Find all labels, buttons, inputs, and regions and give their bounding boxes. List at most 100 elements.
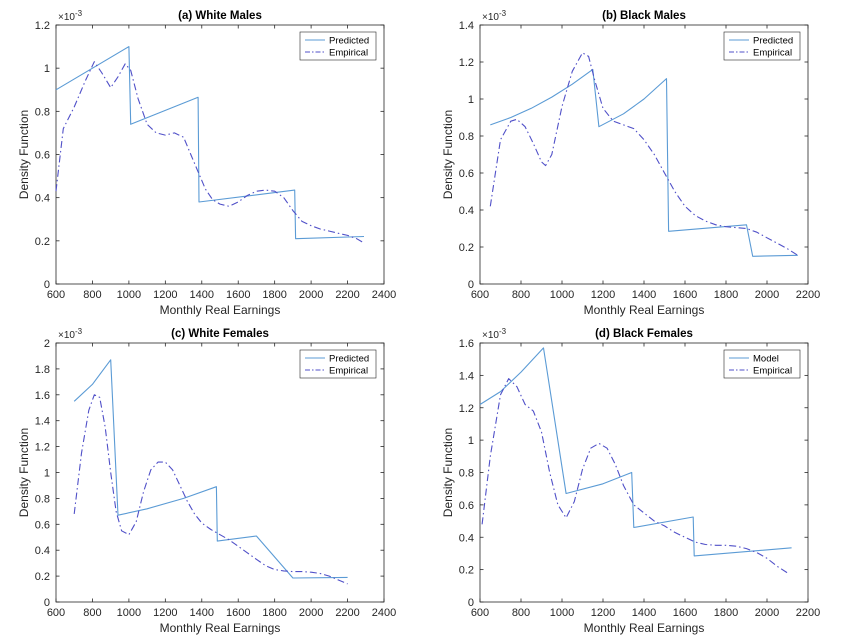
y-tick-label: 1.4 bbox=[459, 370, 474, 382]
x-tick-label: 800 bbox=[512, 607, 530, 619]
y-tick-label: 0.2 bbox=[35, 236, 50, 248]
y-tick-label: 1 bbox=[44, 468, 50, 480]
y-tick-label: 0.2 bbox=[35, 571, 50, 583]
legend-label: Empirical bbox=[329, 366, 368, 377]
y-tick-label: 1.2 bbox=[35, 20, 50, 32]
series-line-empirical bbox=[55, 61, 365, 244]
legend-label: Empirical bbox=[753, 48, 792, 59]
y-tick-label: 1.2 bbox=[35, 442, 50, 454]
x-tick-label: 2000 bbox=[299, 289, 323, 301]
y-tick-label: 1.8 bbox=[35, 364, 50, 376]
y-axis-label: Density Function bbox=[17, 110, 31, 199]
y-tick-label: 1 bbox=[44, 63, 50, 75]
y-exponent-power: -3 bbox=[499, 327, 507, 336]
y-exponent-base: ×10 bbox=[482, 12, 499, 23]
chart-title: (a) White Males bbox=[178, 10, 262, 22]
x-tick-label: 800 bbox=[83, 289, 101, 301]
y-axis-label: Density Function bbox=[441, 110, 455, 199]
x-tick-label: 800 bbox=[512, 289, 530, 301]
y-exponent-base: ×10 bbox=[482, 330, 499, 341]
x-tick-label: 2000 bbox=[755, 607, 779, 619]
y-tick-label: 1.6 bbox=[35, 390, 50, 402]
x-tick-label: 1200 bbox=[591, 289, 615, 301]
plot-area bbox=[55, 24, 385, 285]
y-tick-label: 1 bbox=[468, 94, 474, 106]
x-tick-label: 1800 bbox=[714, 607, 738, 619]
legend-label: Empirical bbox=[753, 366, 792, 377]
plot-area bbox=[479, 342, 809, 603]
y-tick-label: 0.4 bbox=[35, 193, 50, 205]
legend-box bbox=[723, 349, 801, 379]
x-axis-label: Monthly Real Earnings bbox=[584, 303, 705, 317]
x-axis-label: Monthly Real Earnings bbox=[584, 621, 705, 635]
y-tick-label: 1.2 bbox=[459, 403, 474, 415]
legend-label: Predicted bbox=[753, 36, 793, 47]
y-tick-label: 0.8 bbox=[35, 493, 50, 505]
y-tick-label: 1 bbox=[468, 435, 474, 447]
x-tick-label: 1000 bbox=[550, 607, 574, 619]
x-tick-label: 1000 bbox=[550, 289, 574, 301]
y-tick-label: 0.8 bbox=[459, 468, 474, 480]
series-line-empirical bbox=[489, 52, 799, 256]
legend-label: Model bbox=[753, 354, 779, 365]
y-tick-label: 0.2 bbox=[459, 242, 474, 254]
y-tick-label: 0 bbox=[468, 279, 474, 291]
x-tick-label: 1400 bbox=[632, 607, 656, 619]
x-tick-label: 1600 bbox=[673, 607, 697, 619]
y-tick-label: 0.6 bbox=[459, 168, 474, 180]
y-exponent-power: -3 bbox=[499, 9, 507, 18]
x-tick-label: 2000 bbox=[755, 289, 779, 301]
x-axis-label: Monthly Real Earnings bbox=[160, 303, 281, 317]
y-exponent-label: ×10-3 bbox=[482, 9, 507, 23]
chart-panel-2: 600 800 1000 1200 1400 1600 1800 2000 2200 0 0.2 0.… bbox=[441, 9, 820, 317]
legend-box bbox=[299, 349, 377, 379]
y-tick-label: 0.6 bbox=[35, 150, 50, 162]
legend-box bbox=[299, 31, 377, 61]
x-axis-label: Monthly Real Earnings bbox=[160, 621, 281, 635]
x-tick-label: 2200 bbox=[335, 289, 359, 301]
y-tick-label: 1.4 bbox=[459, 20, 474, 32]
y-tick-label: 0.6 bbox=[35, 519, 50, 531]
legend-label: Predicted bbox=[329, 354, 369, 365]
y-exponent-power: -3 bbox=[75, 327, 83, 336]
x-tick-label: 1200 bbox=[153, 289, 177, 301]
plot-area bbox=[479, 24, 809, 285]
chart-title: (b) Black Males bbox=[602, 10, 686, 22]
x-tick-label: 1400 bbox=[190, 607, 214, 619]
x-tick-label: 1200 bbox=[591, 607, 615, 619]
series-line-empirical bbox=[73, 394, 348, 585]
x-tick-label: 1800 bbox=[714, 289, 738, 301]
y-tick-label: 0 bbox=[44, 597, 50, 609]
series-line-model bbox=[490, 68, 798, 257]
y-tick-label: 0.4 bbox=[35, 545, 50, 557]
series-line-model bbox=[73, 359, 348, 579]
y-tick-label: 0.6 bbox=[459, 500, 474, 512]
legend-label: Empirical bbox=[329, 48, 368, 59]
y-tick-label: 0.4 bbox=[459, 205, 474, 217]
y-exponent-base: ×10 bbox=[58, 12, 75, 23]
y-tick-label: 1.2 bbox=[459, 57, 474, 69]
chart-title: (c) White Females bbox=[171, 328, 269, 340]
x-tick-label: 800 bbox=[83, 607, 101, 619]
series-line-model bbox=[479, 347, 792, 557]
y-axis-label: Density Function bbox=[441, 428, 455, 517]
y-tick-label: 0 bbox=[468, 597, 474, 609]
y-axis-label: Density Function bbox=[17, 428, 31, 517]
series-line-model bbox=[55, 46, 365, 240]
y-exponent-base: ×10 bbox=[58, 330, 75, 341]
y-exponent-label: ×10-3 bbox=[58, 9, 83, 23]
x-tick-label: 600 bbox=[47, 607, 65, 619]
x-tick-label: 2400 bbox=[372, 289, 396, 301]
x-tick-label: 1800 bbox=[262, 289, 286, 301]
x-tick-label: 600 bbox=[471, 289, 489, 301]
x-tick-label: 2400 bbox=[372, 607, 396, 619]
y-tick-label: 0.4 bbox=[459, 532, 474, 544]
chart-title: (d) Black Females bbox=[595, 328, 693, 340]
y-exponent-label: ×10-3 bbox=[58, 327, 83, 341]
x-tick-label: 600 bbox=[471, 607, 489, 619]
